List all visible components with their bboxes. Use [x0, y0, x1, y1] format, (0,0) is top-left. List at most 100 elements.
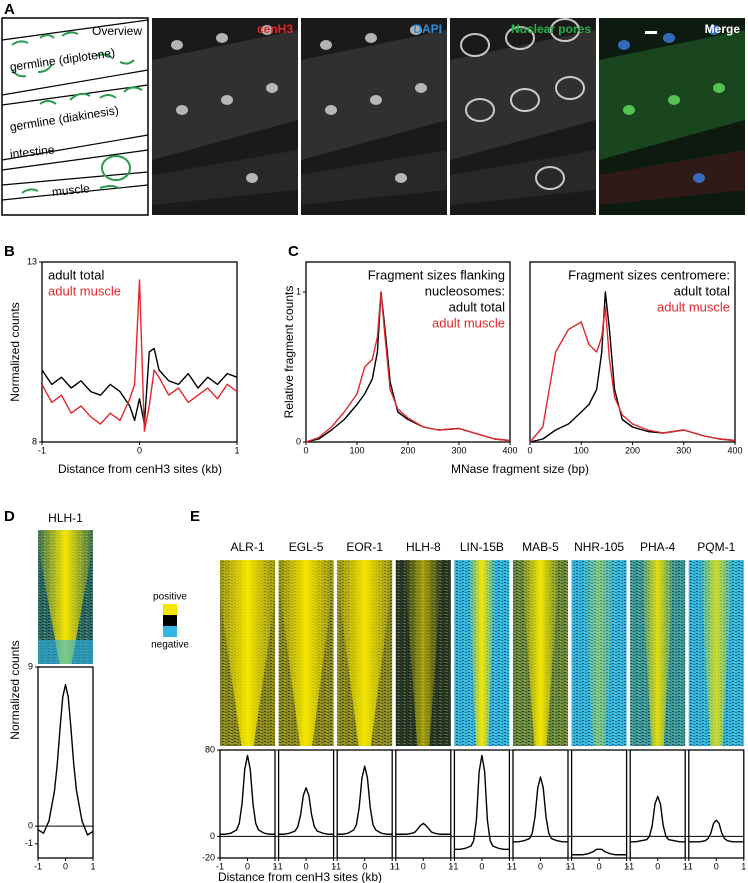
heatmap-signal: [35, 530, 96, 664]
legend-label: adult muscle: [432, 315, 505, 330]
schematic-label: muscle: [51, 181, 91, 199]
x-tick-label: 200: [400, 445, 415, 455]
line: [513, 776, 568, 843]
channel-label: cenH3: [257, 22, 293, 36]
x-tick-label: 1: [741, 861, 746, 871]
x-tick-label: 1: [272, 861, 277, 871]
x-tick-label: -1: [392, 861, 400, 871]
x-tick-label: -1: [568, 861, 576, 871]
plot-frame: [570, 749, 628, 859]
nucleus: [176, 105, 188, 115]
line: [337, 765, 393, 835]
tissue: [450, 30, 596, 160]
plot-frame: [453, 749, 511, 859]
y-tick-label: -1: [25, 838, 33, 848]
x-tick-label: 400: [727, 445, 742, 455]
heatmap-signal: [699, 560, 733, 746]
heatmap-title: HLH-8: [406, 540, 441, 554]
nucleus: [505, 26, 535, 50]
x-tick-label: 0: [714, 861, 719, 871]
heatmap-title: HLH-1: [48, 511, 83, 525]
x-tick-label: -1: [685, 861, 693, 871]
x-tick-label: 0: [245, 861, 250, 871]
y-tick-label: 9: [28, 661, 33, 671]
panel-label: B: [4, 243, 15, 260]
heatmap-title: NHR-105: [574, 540, 624, 554]
nucleus: [668, 95, 680, 105]
legend-swatch: [163, 604, 177, 615]
tissue: [599, 150, 745, 205]
y-tick-label: 0: [28, 821, 33, 831]
schematic-label: intestine: [9, 143, 55, 162]
line: [305, 291, 511, 443]
x-tick-label: 0: [597, 861, 602, 871]
plot-frame: [277, 749, 335, 859]
nucleus: [325, 105, 337, 115]
x-tick-label: 1: [390, 861, 395, 871]
nucleus: [460, 33, 490, 57]
nucleus: [618, 40, 630, 50]
y-axis-label: Normalized counts: [8, 302, 22, 401]
plot-frame: [336, 749, 393, 859]
legend-label: negative: [151, 640, 189, 651]
micrographs: cenH3 DAPI Nuclear pores Merge: [152, 18, 745, 215]
plot-frame: [688, 749, 745, 859]
plot-frame: [219, 749, 276, 859]
heatmap-signal: [214, 560, 281, 746]
x-tick-label: 0: [63, 861, 68, 871]
x-tick-label: 100: [349, 445, 364, 455]
nucleus: [550, 18, 580, 42]
line: [688, 819, 744, 843]
x-axis-label: Distance from cenH3 sites (kb): [218, 870, 382, 883]
x-tick-label: 0: [304, 861, 309, 871]
plot-frame: [305, 261, 511, 443]
line: [41, 347, 238, 425]
plot-frame: [629, 749, 686, 859]
x-tick-label: 1: [90, 861, 95, 871]
panel-label: A: [4, 1, 15, 18]
x-tick-label: 200: [625, 445, 640, 455]
tissue: [301, 30, 447, 160]
panel-label: D: [4, 508, 15, 525]
x-tick-label: -1: [626, 861, 634, 871]
x-tick-label: -1: [275, 861, 283, 871]
line: [220, 754, 275, 835]
line: [571, 848, 627, 856]
y-tick-label: 13: [27, 256, 37, 266]
plot-frame: [512, 749, 569, 859]
x-tick-label: 100: [574, 445, 589, 455]
x-tick-label: -1: [216, 861, 224, 871]
x-tick-label: -1: [509, 861, 517, 871]
plot-frame: [395, 749, 452, 859]
panel-label: C: [288, 243, 299, 260]
line: [454, 754, 510, 851]
nucleus: [266, 83, 278, 93]
heatmap-title: MAB-5: [522, 540, 559, 554]
y-tick-label: 1: [296, 286, 301, 296]
line: [37, 683, 94, 836]
x-tick-label: -1: [38, 445, 46, 455]
x-tick-label: 300: [451, 445, 466, 455]
heatmap-title: EGL-5: [289, 540, 324, 554]
x-tick-label: -1: [450, 861, 458, 871]
nucleus: [708, 25, 720, 35]
line: [630, 795, 686, 843]
x-tick-label: 1: [507, 861, 512, 871]
nucleus: [261, 25, 273, 35]
nucleus: [465, 98, 495, 122]
heatmap-signal: [468, 560, 496, 746]
heatmap-signal: [404, 560, 443, 746]
nucleus: [320, 40, 332, 50]
nucleus: [221, 95, 233, 105]
nucleus: [395, 173, 407, 183]
nucleus: [410, 25, 422, 35]
x-tick-label: 400: [502, 445, 517, 455]
overview-label: Overview: [92, 24, 142, 38]
nucleus: [370, 95, 382, 105]
x-tick-label: 1: [448, 861, 453, 871]
scale-bar: [645, 31, 657, 34]
line: [529, 306, 736, 443]
schematic: [1, 17, 149, 216]
x-tick-label: 0: [303, 445, 308, 455]
